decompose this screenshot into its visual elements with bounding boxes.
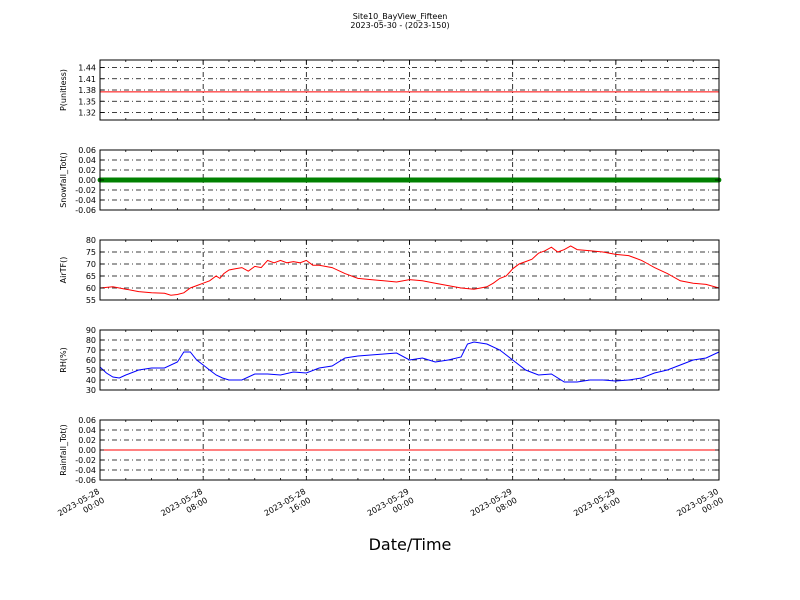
y-tick-label: 50 — [86, 366, 96, 375]
panel-airtf-: 55 60 65 70 75 80 AirTF() — [59, 236, 720, 305]
y-tick-label: 1.35 — [78, 97, 96, 106]
panel-snowfall-tot-: -0.06-0.04-0.020.000.020.040.06 Snowfall_… — [59, 146, 722, 215]
series-markers — [97, 177, 722, 183]
y-tick-label: 90 — [86, 326, 96, 335]
y-tick-label: 0.02 — [78, 436, 96, 445]
y-tick-label: 30 — [86, 386, 96, 395]
y-tick-label: 55 — [86, 296, 96, 305]
x-tick-label: 2023-05-2900:00 — [366, 487, 416, 527]
y-axis-label: Rainfall_Tot() — [59, 424, 68, 476]
chart-title: Site10_BayView_Fifteen — [353, 12, 448, 21]
x-tick-label: 2023-05-2908:00 — [469, 487, 519, 527]
y-tick-label: 80 — [86, 236, 96, 245]
panel-rainfall-tot-: -0.06-0.04-0.020.000.020.040.06 Rainfall_… — [59, 416, 720, 485]
chart-subtitle: 2023-05-30 - (2023-150) — [350, 21, 449, 30]
y-tick-label: -0.02 — [75, 186, 96, 195]
x-tick-label: 2023-05-2808:00 — [159, 487, 209, 527]
y-tick-label: 0.00 — [78, 446, 96, 455]
x-axis-label: Date/Time — [369, 535, 452, 554]
y-axis-label: RH(%) — [59, 347, 68, 372]
x-tick-label: 2023-05-2916:00 — [572, 487, 622, 527]
x-tick-label: 2023-05-2800:00 — [56, 487, 106, 527]
y-tick-label: -0.04 — [75, 466, 96, 475]
y-tick-label: 0.04 — [78, 156, 96, 165]
y-tick-label: 65 — [86, 272, 96, 281]
panel-grid — [99, 60, 720, 120]
y-tick-label: 80 — [86, 336, 96, 345]
y-tick-label: 1.41 — [78, 75, 96, 84]
x-axis-ticks: 2023-05-2800:00 2023-05-2808:00 2023-05-28… — [56, 487, 725, 527]
y-tick-label: 0.02 — [78, 166, 96, 175]
panel-frame — [99, 239, 720, 301]
y-axis-label: P(unitless) — [59, 69, 68, 111]
panel-p-unitless-: 1.32 1.35 1.38 1.41 1.44 P(unitless) — [59, 59, 720, 121]
y-tick-label: 60 — [86, 356, 96, 365]
y-tick-label: -0.06 — [75, 476, 96, 485]
panels: 1.321.351.381.411.44P(unitless)-0.06-0.0… — [59, 59, 722, 485]
y-tick-label: 0.04 — [78, 426, 96, 435]
y-tick-label: -0.02 — [75, 456, 96, 465]
y-tick-label: 40 — [86, 376, 96, 385]
y-axis-label: Snowfall_Tot() — [59, 152, 68, 208]
series-line — [99, 341, 720, 383]
y-tick-label: 1.44 — [78, 64, 96, 73]
y-tick-label: -0.04 — [75, 196, 96, 205]
y-tick-label: 70 — [86, 260, 96, 269]
x-tick-label: 2023-05-2816:00 — [263, 487, 313, 527]
series-line — [99, 245, 720, 296]
y-tick-label: 75 — [86, 248, 96, 257]
y-tick-label: 0.06 — [78, 146, 96, 155]
y-tick-label: 0.00 — [78, 176, 96, 185]
y-tick-label: 1.32 — [78, 109, 96, 118]
y-tick-label: 70 — [86, 346, 96, 355]
y-tick-label: -0.06 — [75, 206, 96, 215]
panel-grid — [99, 239, 720, 301]
y-tick-label: 0.06 — [78, 416, 96, 425]
y-axis-label: AirTF() — [59, 257, 68, 284]
x-tick-label: 2023-05-3000:00 — [675, 487, 725, 527]
y-tick-label: 60 — [86, 284, 96, 293]
y-tick-label: 1.38 — [78, 86, 96, 95]
